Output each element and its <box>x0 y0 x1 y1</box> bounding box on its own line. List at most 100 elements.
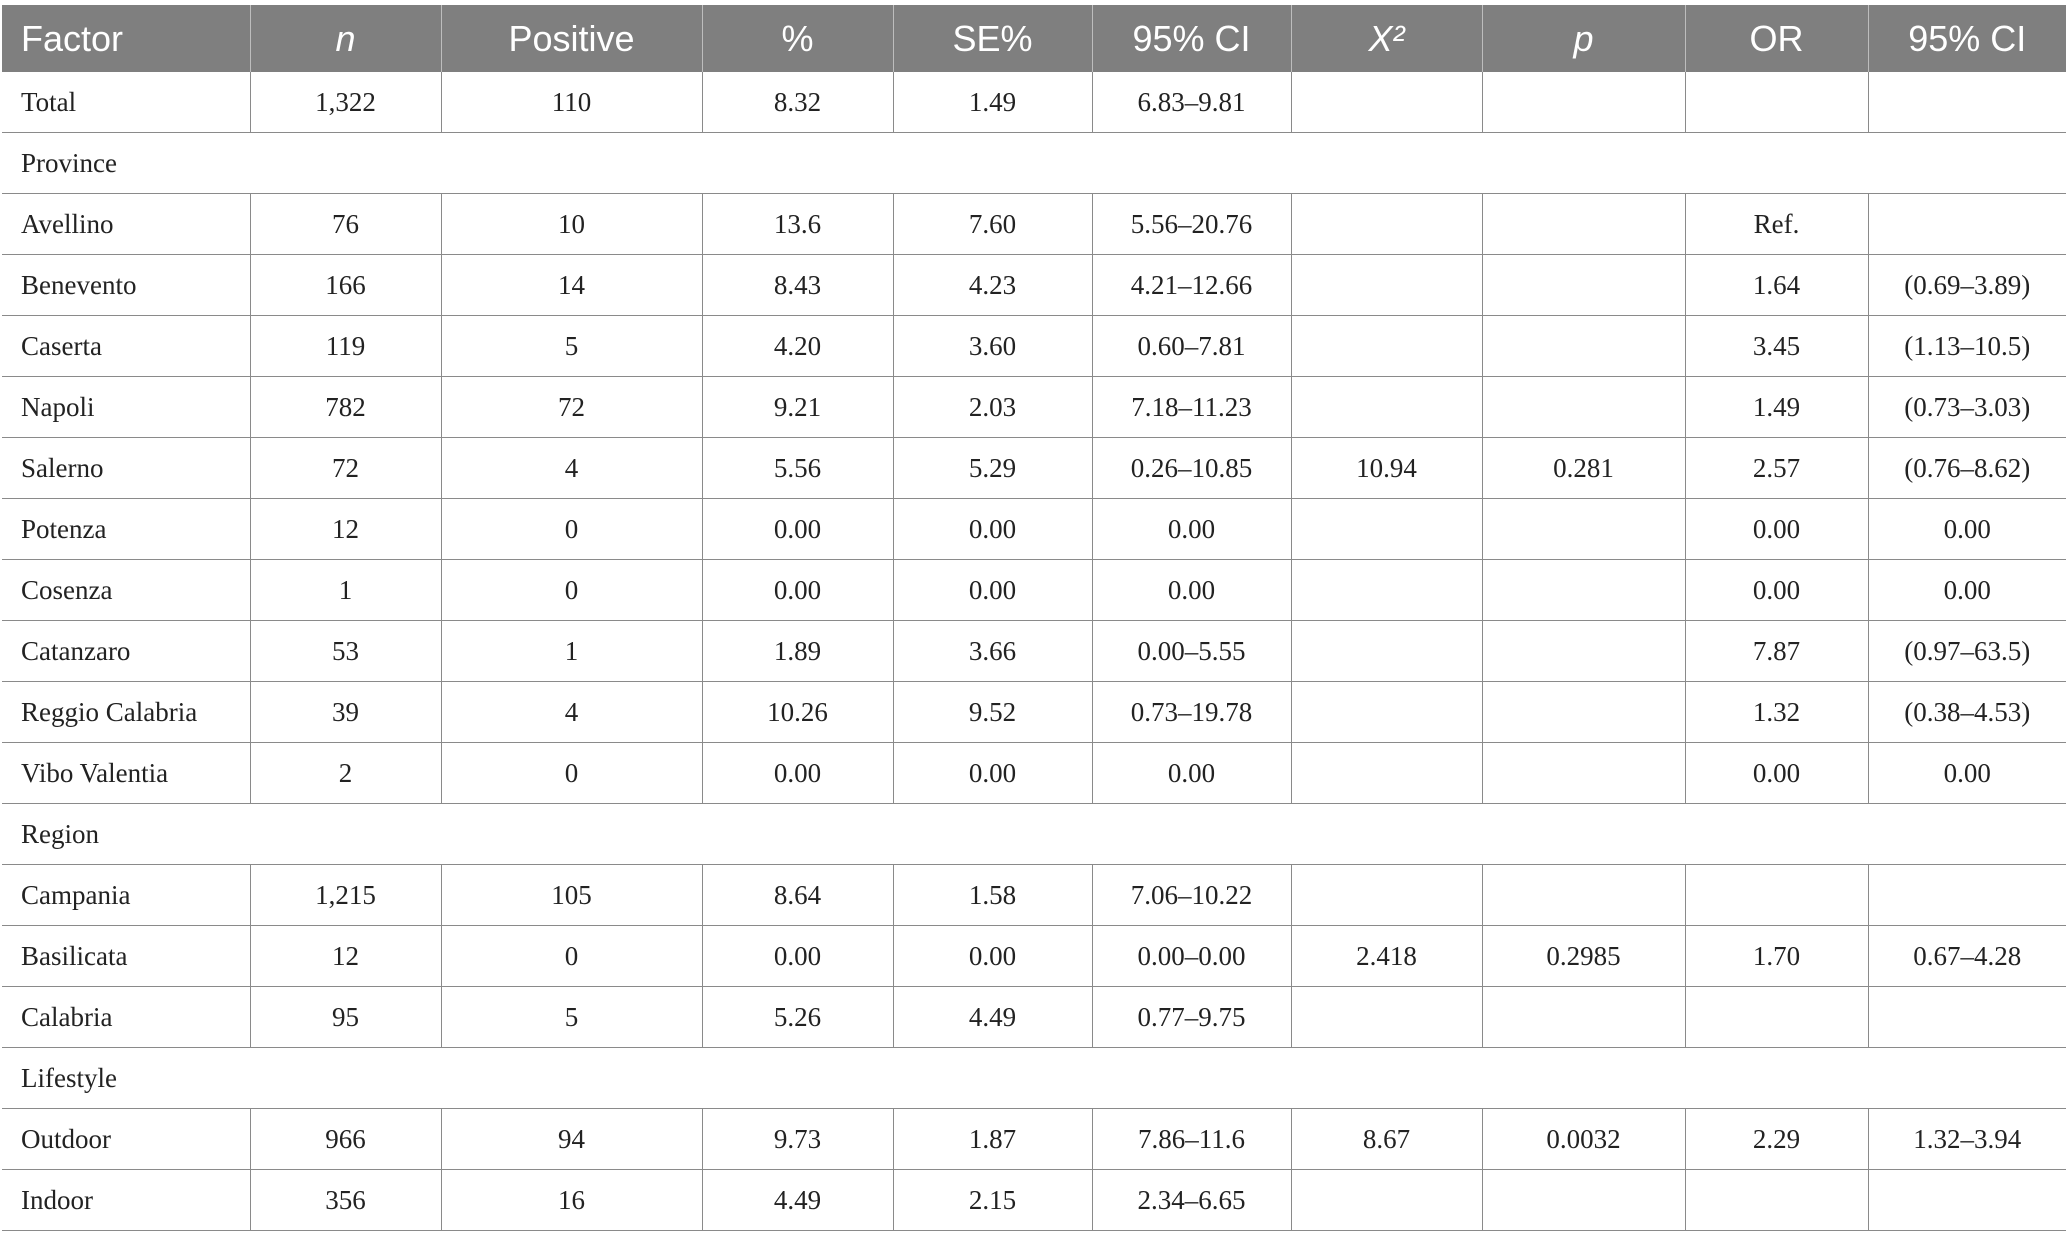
factor-cell: Avellino <box>2 193 251 255</box>
table-row: Calabria 95 5 5.26 4.49 0.77–9.75 <box>2 986 2066 1048</box>
value-cell <box>1290 681 1483 743</box>
value-cell: 1 <box>440 620 703 682</box>
value-cell: 10 <box>440 193 703 255</box>
value-cell: (1.13–10.5) <box>1867 315 2066 377</box>
value-cell: 12 <box>249 925 442 987</box>
factor-cell: Benevento <box>2 254 251 316</box>
value-cell: 1.64 <box>1684 254 1869 316</box>
value-cell: 10.94 <box>1290 437 1483 499</box>
value-cell: (0.69–3.89) <box>1867 254 2066 316</box>
table-row: Vibo Valentia 2 0 0.00 0.00 0.00 0.00 0.00 <box>2 742 2066 804</box>
header-n: n <box>249 5 441 72</box>
value-cell: 7.06–10.22 <box>1091 864 1292 926</box>
value-cell: 966 <box>249 1108 442 1170</box>
value-cell: 166 <box>249 254 442 316</box>
table-row: Salerno 72 4 5.56 5.29 0.26–10.85 10.94 0.281 2.… <box>2 437 2066 499</box>
value-cell: 5.29 <box>892 437 1093 499</box>
value-cell: 3.60 <box>892 315 1093 377</box>
value-cell: 0 <box>440 742 703 804</box>
factor-cell: Indoor <box>2 1169 251 1231</box>
header-odds-ratio: OR <box>1684 5 1868 72</box>
value-cell <box>1684 864 1869 926</box>
value-cell: 0.00 <box>1684 559 1869 621</box>
value-cell: 2.15 <box>892 1169 1093 1231</box>
table-row: Cosenza 1 0 0.00 0.00 0.00 0.00 0.00 <box>2 559 2066 621</box>
value-cell: 0.0032 <box>1481 1108 1686 1170</box>
factor-cell: Cosenza <box>2 559 251 621</box>
value-cell: 0.00 <box>1867 742 2066 804</box>
value-cell: 72 <box>249 437 442 499</box>
value-cell: 53 <box>249 620 442 682</box>
table-body: Total 1,322 110 8.32 1.49 6.83–9.81 Province Av… <box>2 72 2066 1231</box>
value-cell: 1.32 <box>1684 681 1869 743</box>
value-cell <box>1290 193 1483 255</box>
factor-cell: Basilicata <box>2 925 251 987</box>
value-cell <box>1481 620 1686 682</box>
table-row: Basilicata 12 0 0.00 0.00 0.00–0.00 2.418 0.298… <box>2 925 2066 987</box>
value-cell: 0.00 <box>892 925 1093 987</box>
value-cell <box>1481 742 1686 804</box>
value-cell: 4.49 <box>701 1169 894 1231</box>
header-ci-odds-ratio: 95% CI <box>1867 5 2066 72</box>
value-cell <box>1290 315 1483 377</box>
value-cell: 0.60–7.81 <box>1091 315 1292 377</box>
table-header: Factor n Positive % SE% 95% CI X² p OR 9… <box>2 5 2066 72</box>
value-cell <box>1867 1169 2066 1231</box>
value-cell: 5 <box>440 315 703 377</box>
value-cell <box>1867 72 2066 133</box>
value-cell: (0.73–3.03) <box>1867 376 2066 438</box>
value-cell: 119 <box>249 315 442 377</box>
value-cell <box>1481 1169 1686 1231</box>
header-row: Factor n Positive % SE% 95% CI X² p OR 9… <box>2 5 2066 72</box>
factor-cell: Napoli <box>2 376 251 438</box>
value-cell <box>1867 864 2066 926</box>
table-row: Potenza 12 0 0.00 0.00 0.00 0.00 0.00 <box>2 498 2066 560</box>
table-row: Indoor 356 16 4.49 2.15 2.34–6.65 <box>2 1169 2066 1231</box>
value-cell: 1.87 <box>892 1108 1093 1170</box>
table-row: Catanzaro 53 1 1.89 3.66 0.00–5.55 7.87 (0.97–6… <box>2 620 2066 682</box>
value-cell: 0.00 <box>1684 742 1869 804</box>
factor-cell: Total <box>2 72 251 133</box>
value-cell: 6.83–9.81 <box>1091 72 1292 133</box>
value-cell <box>1481 559 1686 621</box>
table-row: Total 1,322 110 8.32 1.49 6.83–9.81 <box>2 72 2066 133</box>
value-cell: 76 <box>249 193 442 255</box>
value-cell <box>1290 742 1483 804</box>
value-cell: 0.00 <box>1091 559 1292 621</box>
value-cell: 0.00 <box>701 559 894 621</box>
value-cell: 0.67–4.28 <box>1867 925 2066 987</box>
value-cell: 1.49 <box>892 72 1093 133</box>
header-positive: Positive <box>440 5 702 72</box>
factor-cell: Vibo Valentia <box>2 742 251 804</box>
header-se-percent: SE% <box>892 5 1092 72</box>
value-cell: 16 <box>440 1169 703 1231</box>
value-cell: (0.38–4.53) <box>1867 681 2066 743</box>
group-label: Region <box>2 803 2066 865</box>
table-row: Avellino 76 10 13.6 7.60 5.56–20.76 Ref. <box>2 193 2066 255</box>
value-cell: 0.281 <box>1481 437 1686 499</box>
header-p-value: p <box>1481 5 1685 72</box>
group-row: Lifestyle <box>2 1047 2066 1109</box>
value-cell <box>1481 72 1686 133</box>
group-label: Province <box>2 132 2066 194</box>
value-cell <box>1481 498 1686 560</box>
value-cell: 14 <box>440 254 703 316</box>
value-cell: 2.34–6.65 <box>1091 1169 1292 1231</box>
value-cell: 4.23 <box>892 254 1093 316</box>
value-cell: 2.418 <box>1290 925 1483 987</box>
factor-cell: Caserta <box>2 315 251 377</box>
value-cell: 1.70 <box>1684 925 1869 987</box>
value-cell <box>1867 986 2066 1048</box>
value-cell: (0.97–63.5) <box>1867 620 2066 682</box>
value-cell <box>1290 72 1483 133</box>
value-cell <box>1481 376 1686 438</box>
value-cell: 2.03 <box>892 376 1093 438</box>
table-row: Caserta 119 5 4.20 3.60 0.60–7.81 3.45 (1.13–10… <box>2 315 2066 377</box>
value-cell <box>1290 559 1483 621</box>
value-cell: 5.56–20.76 <box>1091 193 1292 255</box>
value-cell: 2 <box>249 742 442 804</box>
value-cell: 0.00 <box>1684 498 1869 560</box>
value-cell: 0.00–0.00 <box>1091 925 1292 987</box>
header-factor: Factor <box>2 5 250 72</box>
group-row: Province <box>2 132 2066 194</box>
